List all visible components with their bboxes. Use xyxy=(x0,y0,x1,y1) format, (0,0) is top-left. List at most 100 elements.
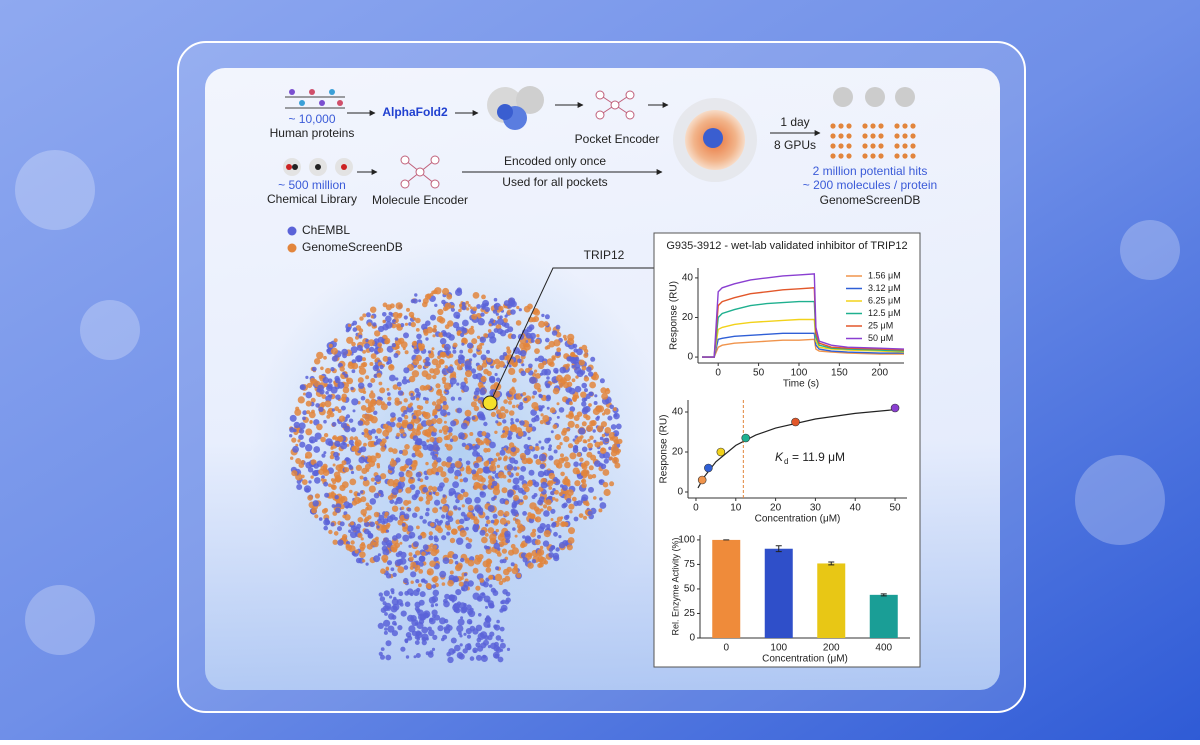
embedding-dot xyxy=(408,544,412,548)
embedding-dot xyxy=(465,416,471,422)
embedding-dot xyxy=(555,498,559,502)
embedding-dot xyxy=(386,606,392,611)
embedding-dot xyxy=(504,430,509,435)
embedding-dot xyxy=(555,324,561,330)
embedding-dot xyxy=(459,643,463,647)
embedding-dot xyxy=(441,505,449,513)
embedding-dot xyxy=(434,603,439,607)
embedding-dot xyxy=(483,437,489,444)
embedding-dot xyxy=(559,366,567,374)
embedding-dot xyxy=(499,449,506,456)
embedding-dot xyxy=(493,328,499,333)
embedding-dot xyxy=(483,421,488,427)
embedding-dot xyxy=(523,444,529,450)
embedding-dot xyxy=(542,504,548,509)
embedding-dot xyxy=(598,508,603,513)
embedding-dot xyxy=(376,428,382,434)
embedding-dot xyxy=(446,531,451,536)
embedding-dot xyxy=(558,535,562,539)
embedding-dot xyxy=(380,568,386,574)
hit-dot xyxy=(846,143,852,149)
embedding-dot xyxy=(391,505,399,512)
embedding-dot xyxy=(522,511,527,516)
series-line xyxy=(702,332,904,358)
embedding-dot xyxy=(374,475,382,482)
embedding-dot xyxy=(431,584,437,589)
embedding-dot xyxy=(339,521,345,527)
embedding-dot xyxy=(480,354,487,361)
time: 1 day xyxy=(780,115,809,129)
embedding-dot xyxy=(556,374,563,382)
library-count: ~ 500 million xyxy=(278,178,346,192)
embedding-dot xyxy=(349,436,354,441)
embedding-dot xyxy=(385,640,392,647)
annotation-subscript: d xyxy=(784,457,788,466)
embedding-dot xyxy=(354,549,359,554)
embedding-dot xyxy=(434,614,441,621)
embedding-dot xyxy=(462,327,467,332)
embedding-dot xyxy=(390,544,398,552)
embedding-dot xyxy=(509,388,516,395)
embedding-dot xyxy=(401,378,408,385)
highlight-label: TRIP12 xyxy=(584,248,625,262)
embedding-dot xyxy=(377,342,383,348)
embedding-dot xyxy=(447,510,454,516)
embedding-dot xyxy=(446,366,454,374)
embedding-dot xyxy=(449,570,454,575)
embedding-dot xyxy=(495,635,502,641)
embedding-dot xyxy=(480,376,487,383)
embedding-dot xyxy=(415,579,420,584)
embedding-dot xyxy=(552,387,560,395)
data-point xyxy=(741,433,751,443)
encode-note: Used for all pockets xyxy=(502,175,607,189)
embedding-dot xyxy=(334,406,340,412)
embedding-dot xyxy=(513,494,519,501)
embedding-dot xyxy=(548,486,553,490)
embedding-dot xyxy=(567,337,575,346)
embedding-dot xyxy=(452,490,457,495)
embedding-dot xyxy=(330,347,338,355)
embedding-dot xyxy=(419,385,426,391)
embedding-dot xyxy=(348,418,354,423)
embedding-dot xyxy=(581,463,588,470)
embedding-dot xyxy=(442,331,448,337)
hit-dot xyxy=(862,143,868,149)
embedding-dot xyxy=(425,356,430,362)
embedding-dot xyxy=(504,500,509,505)
embedding-dot xyxy=(508,442,515,448)
embedding-dot xyxy=(600,463,607,470)
embedding-dot xyxy=(499,355,505,361)
embedding-dot xyxy=(446,411,451,416)
embedding-dot xyxy=(431,401,437,406)
embedding-dot xyxy=(586,366,592,373)
embedding-dot xyxy=(334,478,337,482)
hit-dot xyxy=(838,143,844,149)
embedding-dot xyxy=(379,387,386,394)
embedding-dot xyxy=(376,399,383,406)
embedding-dot xyxy=(463,572,468,577)
embedding-dot xyxy=(398,591,404,597)
embedding-dot xyxy=(334,495,339,500)
embedding-dot xyxy=(384,511,389,517)
hit-dot xyxy=(862,123,868,129)
embedding-dot xyxy=(333,338,338,343)
embedding-dot xyxy=(436,398,442,405)
embedding-dot xyxy=(537,526,545,534)
embedding-dot xyxy=(415,630,422,636)
embedding-dot xyxy=(312,500,319,507)
embedding-dot xyxy=(426,326,434,334)
embedding-dot xyxy=(426,443,434,451)
embedding-dot xyxy=(446,444,453,451)
embedding-dot xyxy=(404,350,409,355)
embedding-dot xyxy=(496,464,501,468)
embedding-dot xyxy=(572,447,579,454)
embedding-dot xyxy=(320,436,326,443)
network-icon xyxy=(400,155,440,189)
embedding-dot xyxy=(476,456,483,463)
embedding-dot xyxy=(365,338,369,343)
embedding-dot xyxy=(553,531,558,537)
embedding-dot xyxy=(321,475,325,479)
embedding-dot xyxy=(330,484,336,490)
panel-title: G935-3912 - wet-lab validated inhibitor … xyxy=(666,240,907,252)
x-tick-label: 20 xyxy=(770,503,782,514)
